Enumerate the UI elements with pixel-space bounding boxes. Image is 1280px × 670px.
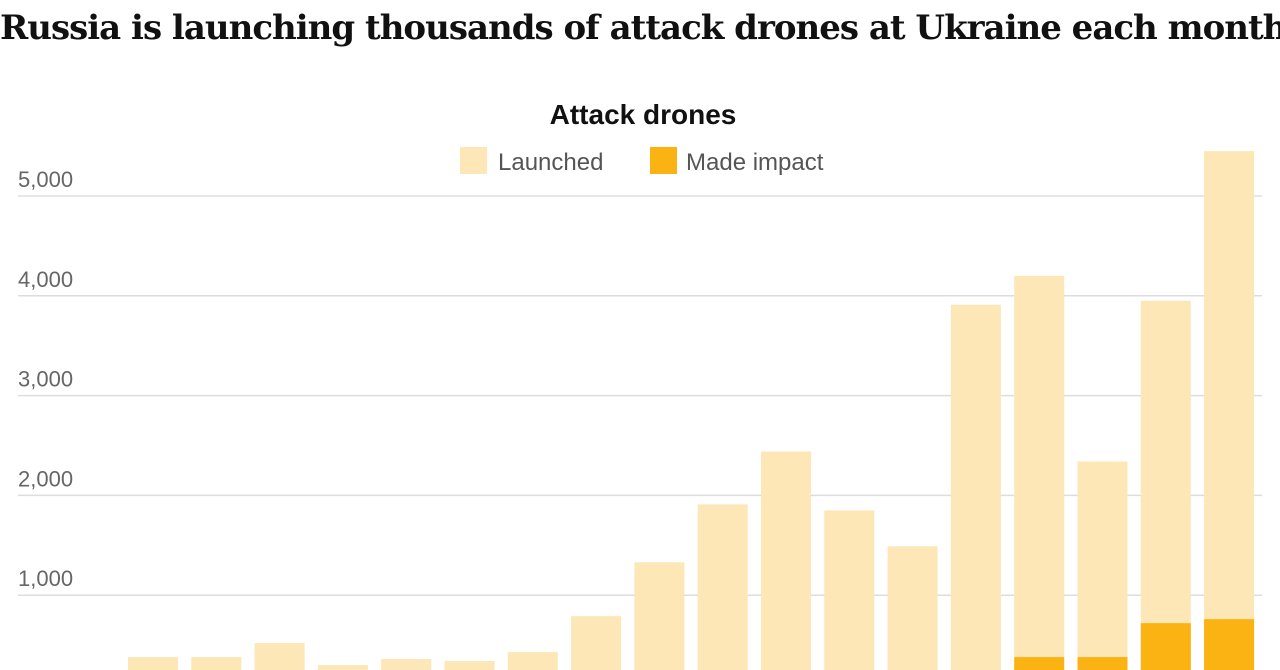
bar-launched [1204,151,1255,670]
bar-launched [254,643,305,670]
bar-made-impact [1014,657,1065,670]
bar-made-impact [1140,623,1191,670]
bar-launched [1140,300,1191,670]
chart-subtitle: Attack drones [550,99,737,130]
legend: Launched Made impact [460,147,824,176]
bar-launched [317,665,368,670]
legend-swatch-made-impact [650,147,677,174]
bar-launched [507,652,558,670]
y-tick-label: 2,000 [18,466,73,491]
legend-swatch-launched [460,147,487,174]
y-tick-label: 1,000 [18,566,73,591]
y-tick-label: 3,000 [18,367,73,392]
bar-made-impact [1077,657,1128,670]
bar-launched [571,616,622,670]
y-tick-label: 4,000 [18,267,73,292]
bar-launched [697,504,748,670]
legend-label-made-impact: Made impact [686,149,824,176]
bar-launched [824,510,875,670]
bar-launched [1077,461,1128,670]
legend-label-launched: Launched [498,149,603,176]
bar-launched [191,657,242,670]
bar-launched [950,304,1001,670]
y-axis-tick-labels: 1,000 2,000 3,000 4,000 5,000 [18,167,73,591]
bar-launched [761,451,811,670]
bar-made-impact [1204,619,1255,670]
y-gridlines [18,195,1262,596]
bar-launched [444,661,495,670]
bar-launched [1014,275,1065,670]
y-tick-label: 5,000 [18,167,73,192]
bars [128,151,1255,670]
headline: Russia is launching thousands of attack … [0,8,1280,48]
bar-launched [887,546,938,670]
bar-launched [634,562,685,670]
bar-launched [381,659,432,670]
bar-launched [128,657,178,670]
